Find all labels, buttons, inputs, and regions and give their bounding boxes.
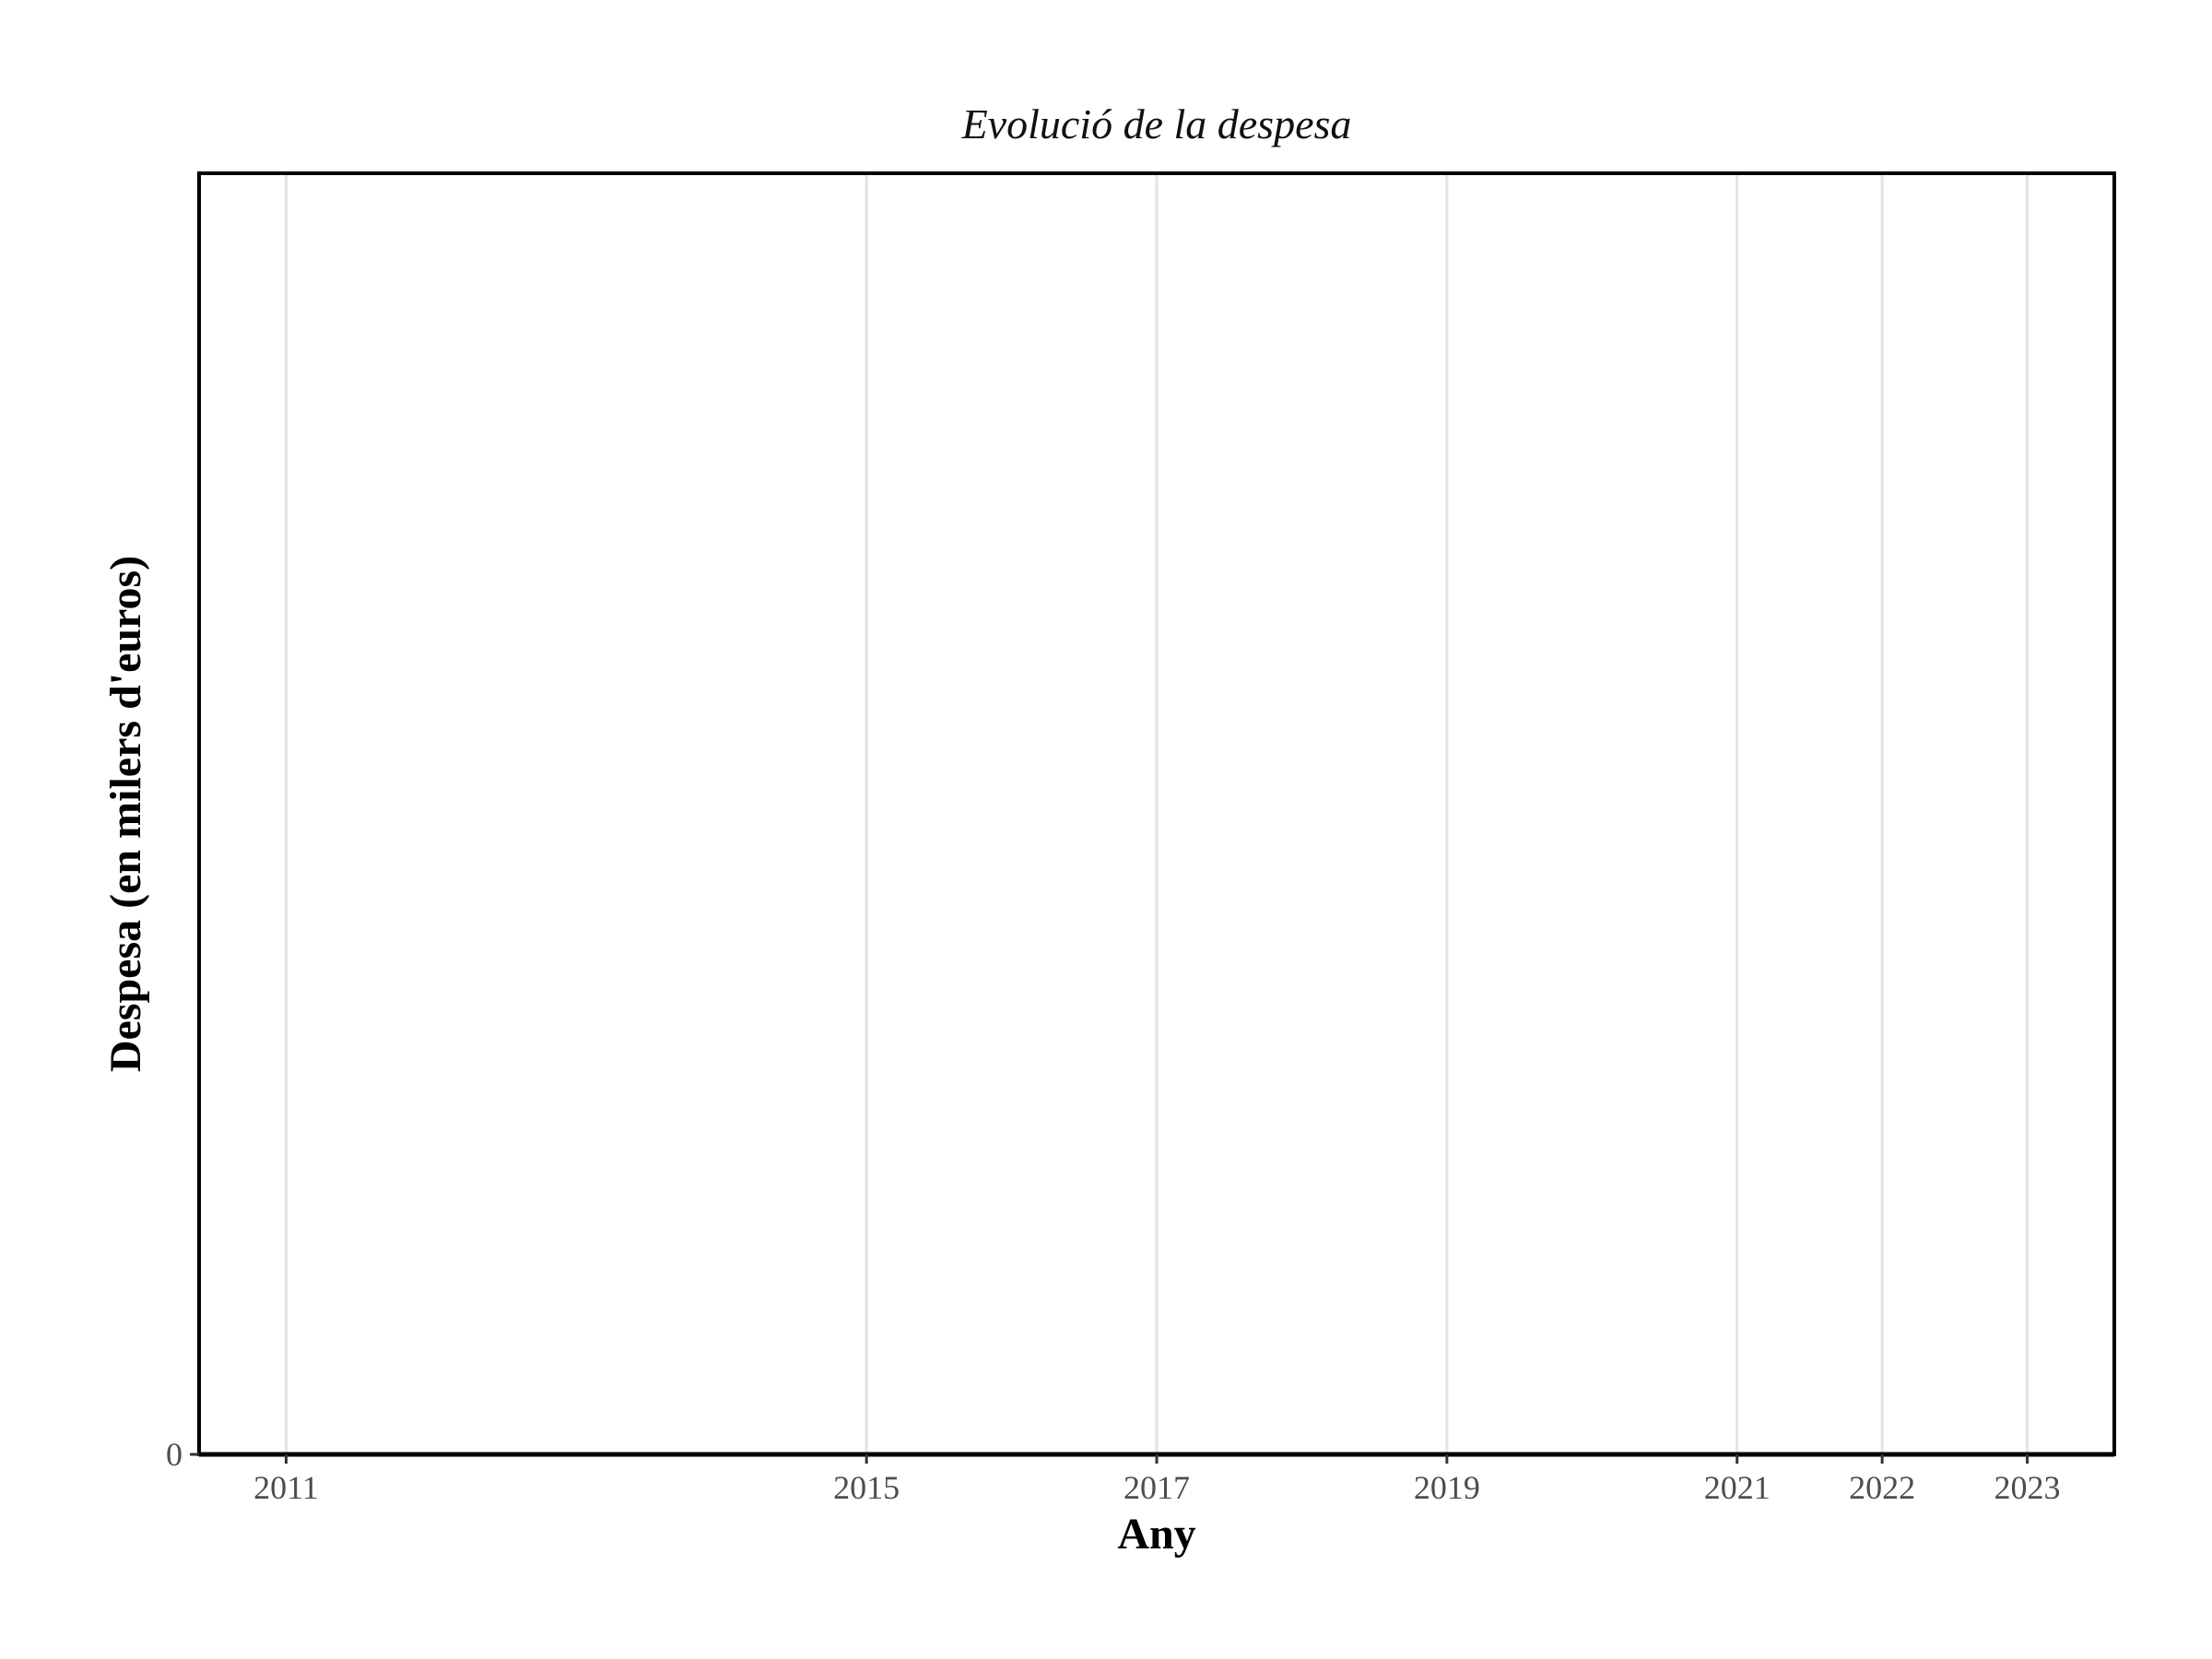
plot-area: 2011 2015 2017 2019 2021 2022 2023 0 xyxy=(166,171,2116,1506)
y-axis-title: Despesa (en milers d'euros) xyxy=(101,556,150,1072)
x-axis-title: Any xyxy=(1117,1510,1195,1559)
x-tick-label-2019: 2019 xyxy=(1414,1469,1480,1506)
x-tick-label-2011: 2011 xyxy=(253,1469,319,1506)
x-tick-label-2015: 2015 xyxy=(833,1469,900,1506)
x-tick-label-2023: 2023 xyxy=(1994,1469,2061,1506)
y-tick-label-0: 0 xyxy=(166,1436,182,1473)
x-tick-label-2017: 2017 xyxy=(1124,1469,1190,1506)
x-tick-label-2021: 2021 xyxy=(1704,1469,1771,1506)
x-tick-label-2022: 2022 xyxy=(1849,1469,1915,1506)
chart-title: Evolució de la despesa xyxy=(961,100,1352,147)
gridlines xyxy=(284,173,2030,1454)
y-axis-ticks: 0 xyxy=(166,1436,199,1473)
x-axis-ticks: 2011 2015 2017 2019 2021 2022 2023 xyxy=(253,1454,2061,1506)
